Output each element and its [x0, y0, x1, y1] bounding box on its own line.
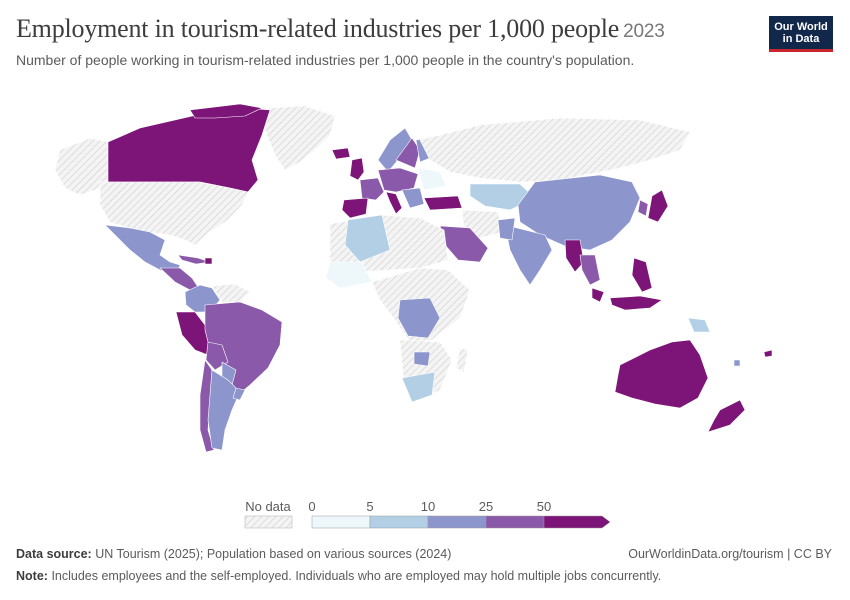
region-russia[interactable] — [419, 117, 691, 183]
region-vanuatu[interactable] — [733, 359, 741, 367]
region-italy[interactable] — [385, 191, 403, 215]
region-argentina[interactable] — [207, 369, 241, 451]
region-japan[interactable] — [647, 189, 669, 223]
region-venezuela[interactable] — [211, 283, 251, 303]
legend-tick-3: 25 — [479, 499, 493, 514]
world-map: No data 0 5 10 25 50 — [54, 103, 773, 529]
region-india[interactable] — [504, 224, 553, 286]
legend-bins — [311, 515, 611, 529]
legend-tick-4: 50 — [537, 499, 551, 514]
title-text: Employment in tourism-related industries… — [16, 14, 620, 43]
region-uk[interactable] — [349, 157, 365, 181]
region-mexico[interactable] — [104, 224, 181, 276]
note: Note: Includes employees and the self-em… — [16, 569, 661, 583]
region-spain[interactable] — [341, 197, 369, 219]
owid-logo[interactable]: Our World in Data — [769, 16, 833, 52]
region-dominican[interactable] — [204, 257, 213, 265]
note-label: Note: — [16, 569, 48, 583]
region-france[interactable] — [359, 177, 385, 201]
region-new-zealand[interactable] — [707, 399, 746, 433]
region-korea[interactable] — [637, 199, 649, 217]
map-regions — [54, 103, 773, 453]
source-label: Data source: — [16, 547, 92, 561]
region-thailand[interactable] — [579, 254, 601, 286]
legend-bin-0[interactable] — [311, 515, 371, 529]
region-madagascar[interactable] — [455, 347, 469, 373]
data-source: Data source: UN Tourism (2025); Populati… — [16, 547, 451, 561]
region-iceland[interactable] — [331, 147, 351, 160]
legend-no-data-label: No data — [245, 499, 291, 514]
legend-tick-2: 10 — [421, 499, 435, 514]
logo-line-1: Our World — [774, 21, 828, 33]
region-uruguay[interactable] — [232, 387, 246, 401]
region-eastern-europe[interactable] — [417, 167, 447, 191]
region-myanmar[interactable] — [564, 239, 585, 273]
region-turkey[interactable] — [423, 195, 463, 211]
legend-tick-0: 0 — [308, 499, 315, 514]
legend-tick-1: 5 — [366, 499, 373, 514]
logo-line-2: in Data — [782, 33, 820, 45]
region-greenland[interactable] — [264, 105, 336, 171]
legend-bin-4[interactable] — [543, 515, 611, 529]
legend: No data 0 5 10 25 50 — [244, 499, 611, 529]
region-pakistan[interactable] — [497, 217, 516, 241]
region-central-america[interactable] — [159, 267, 201, 291]
region-south-africa[interactable] — [401, 371, 436, 403]
region-alaska[interactable] — [54, 137, 109, 196]
region-malaysia[interactable] — [591, 287, 605, 303]
region-algeria[interactable] — [344, 214, 391, 263]
region-fiji[interactable] — [763, 349, 773, 358]
chart-title: Employment in tourism-related industries… — [16, 14, 665, 44]
region-australia[interactable] — [614, 339, 709, 409]
legend-bin-1[interactable] — [369, 515, 429, 529]
region-canada[interactable] — [107, 107, 271, 193]
region-philippines[interactable] — [631, 257, 653, 293]
region-indonesia[interactable] — [609, 295, 663, 311]
region-balkans[interactable] — [401, 187, 425, 209]
title-year: 2023 — [623, 21, 665, 42]
legend-ticks: 0 5 10 25 50 — [308, 499, 551, 514]
region-central-europe[interactable] — [377, 167, 419, 193]
source-text: UN Tourism (2025); Population based on v… — [95, 547, 452, 561]
legend-no-data-swatch — [244, 515, 293, 529]
region-china[interactable] — [517, 174, 641, 251]
chart-subtitle: Number of people working in tourism-rela… — [16, 52, 635, 68]
legend-bin-3[interactable] — [485, 515, 545, 529]
region-west-africa[interactable] — [325, 261, 373, 289]
region-png[interactable] — [687, 317, 711, 333]
region-dr-congo[interactable] — [397, 297, 441, 339]
region-canada-arctic[interactable] — [189, 103, 263, 119]
credit-link[interactable]: OurWorldinData.org/tourism | CC BY — [628, 547, 832, 561]
region-zimbabwe[interactable] — [413, 351, 431, 367]
note-text: Includes employees and the self-employed… — [51, 569, 662, 583]
region-caribbean[interactable] — [177, 254, 211, 265]
legend-bin-2[interactable] — [427, 515, 487, 529]
